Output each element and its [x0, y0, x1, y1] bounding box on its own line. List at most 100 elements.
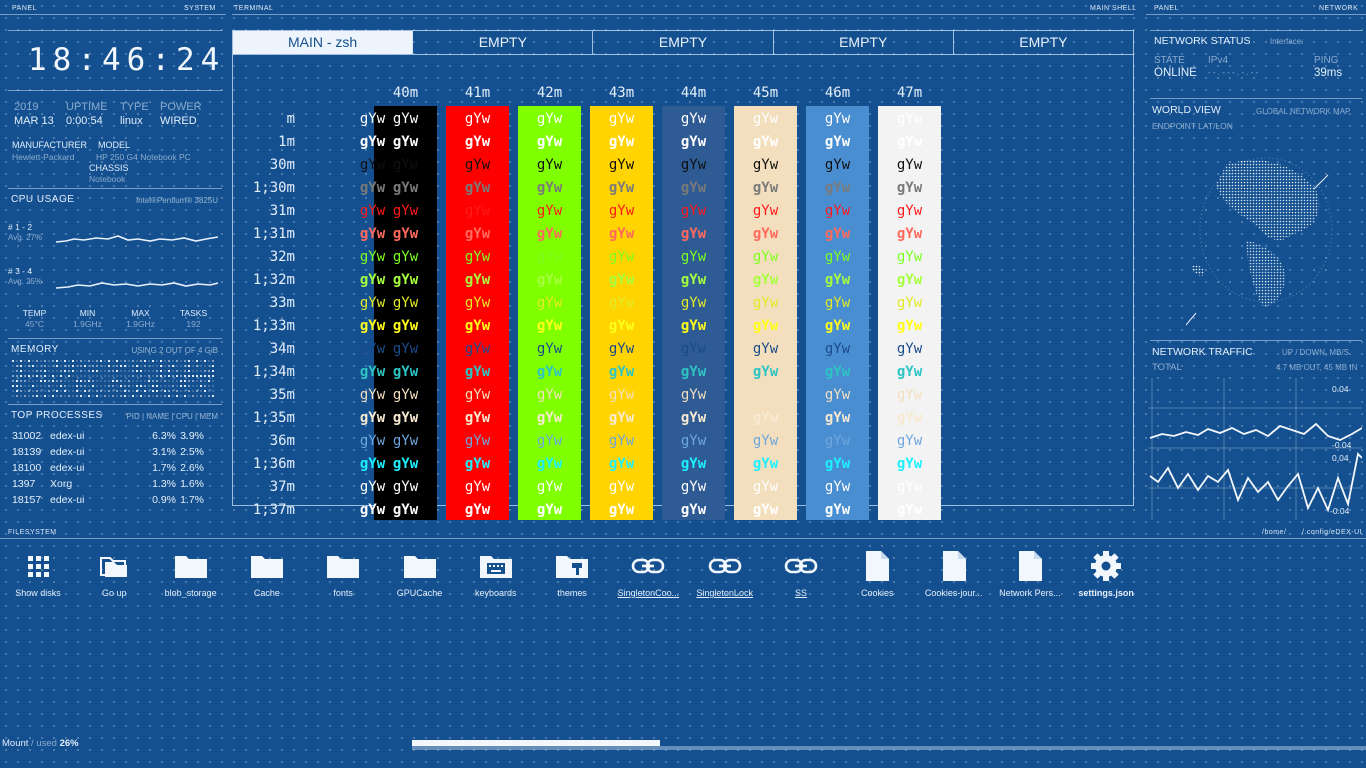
max-value: 1.9GHz [126, 319, 155, 329]
cpu-title: CPU USAGE [11, 194, 75, 205]
type-label: TYPE [120, 101, 149, 113]
fs-item-go-up[interactable]: Go up [76, 550, 152, 598]
row-label: 1;36m [252, 456, 295, 472]
process-row[interactable]: 18100 edex-ui 1.7% 2.6% [12, 462, 204, 474]
color-sample: gYw [896, 111, 923, 127]
fs-item-label: keyboards [475, 588, 517, 598]
row-label: 35m [269, 387, 295, 403]
color-sample: gYw [824, 502, 851, 518]
file-icon [992, 550, 1068, 582]
process-row[interactable]: 1397 Xorg 1.3% 1.6% [12, 478, 204, 490]
terminal-output[interactable]: 40m 41m 42m 43m 44m 45m 46m 47m m gYw gYw gYw gYw gYw… [233, 57, 1133, 520]
row-label: 37m [269, 479, 295, 495]
color-sample: gYw [536, 433, 563, 449]
fs-item-label: Go up [102, 588, 127, 598]
color-sample: gYw [359, 203, 386, 219]
fs-item-show-disks[interactable]: Show disks [0, 550, 76, 598]
tab-empty-1[interactable]: EMPTY [413, 31, 594, 54]
color-sample: gYw [752, 203, 779, 219]
color-sample: gYw [752, 479, 779, 495]
color-sample: gYw [464, 134, 491, 150]
color-sample: gYw [824, 318, 851, 334]
terminal-label: TERMINAL [234, 5, 274, 12]
color-sample: gYw [680, 341, 707, 357]
color-sample: gYw [464, 387, 491, 403]
tab-empty-3[interactable]: EMPTY [774, 31, 954, 54]
color-sample: gYw [536, 180, 563, 196]
tab-main-zsh[interactable]: MAIN - zsh [233, 31, 414, 54]
tick-top: 0.04 [1332, 384, 1349, 394]
fs-item-label: SingletonCoo... [617, 588, 680, 598]
color-sample: gYw [680, 272, 707, 288]
color-sample: gYw [536, 364, 563, 380]
fs-item-cookies-jour[interactable]: Cookies-jour... [916, 550, 992, 598]
fs-item-ss[interactable]: SS [763, 550, 839, 598]
fs-item-network-pers[interactable]: Network Pers... [992, 550, 1068, 598]
chassis-label: CHASSIS [89, 163, 129, 173]
color-sample: gYw [536, 272, 563, 288]
color-sample: gYw [752, 410, 779, 426]
color-sample: gYw [392, 502, 419, 518]
color-sample: gYw [824, 226, 851, 242]
fs-item-cookies[interactable]: Cookies [839, 550, 915, 598]
tasks-value: 192 [186, 319, 201, 329]
color-sample: gYw [608, 479, 635, 495]
fs-item-singletoncoo[interactable]: SingletonCoo... [610, 550, 686, 598]
color-sample: gYw [464, 318, 491, 334]
color-sample: gYw [752, 295, 779, 311]
fs-item-singletonlock[interactable]: SingletonLock [687, 550, 763, 598]
fs-item-blob-storage[interactable]: blob_storage [153, 550, 229, 598]
manufacturer: Hewlett-Packard [12, 152, 75, 162]
color-sample: gYw [536, 479, 563, 495]
fs-item-fonts[interactable]: fonts [305, 550, 381, 598]
fs-item-settings-json[interactable]: settings.json [1068, 550, 1144, 598]
color-sample: gYw [608, 272, 635, 288]
color-sample: gYw [464, 203, 491, 219]
system-info: 2019 UPTIME TYPE POWER MAR 13 0:00:54 li… [14, 100, 214, 128]
power: WIRED [160, 115, 197, 127]
process-row[interactable]: 18157 edex-ui 0.9% 1.7% [12, 494, 204, 506]
color-sample: gYw [824, 295, 851, 311]
color-sample: gYw [464, 226, 491, 242]
fs-item-gpucache[interactable]: GPUCache [382, 550, 458, 598]
color-sample: gYw [359, 341, 386, 357]
color-sample: gYw [464, 272, 491, 288]
folder-icon [382, 550, 458, 582]
process-row[interactable]: 31002 edex-ui 6.3% 3.9% [12, 430, 204, 442]
color-sample: gYw [752, 249, 779, 265]
color-sample: gYw [608, 410, 635, 426]
fs-item-label: Cookies [861, 588, 894, 598]
color-sample: gYw [752, 433, 779, 449]
color-sample: gYw [680, 387, 707, 403]
fs-item-cache[interactable]: Cache [229, 550, 305, 598]
color-sample: gYw [608, 203, 635, 219]
ping-value: 39ms [1314, 67, 1343, 79]
color-sample: gYw [536, 226, 563, 242]
fs-item-themes[interactable]: themes [534, 550, 610, 598]
color-sample: gYw [536, 134, 563, 150]
color-sample: gYw [359, 364, 386, 380]
column-header: 44m [680, 85, 707, 101]
main-shell-label: MAIN SHELL [1090, 5, 1137, 12]
color-sample: gYw [392, 180, 419, 196]
mount-status: Mount / used 26% [2, 738, 79, 749]
fs-item-label: themes [557, 588, 587, 598]
terminal-window[interactable]: MAIN - zsh EMPTY EMPTY EMPTY EMPTY 40m 41… [232, 30, 1134, 520]
row-label: 34m [269, 341, 295, 357]
color-sample: gYw [896, 364, 923, 380]
color-sample: gYw [680, 180, 707, 196]
min-value: 1.9GHz [73, 319, 102, 329]
themes-folder-icon [534, 550, 610, 582]
fs-item-keyboards[interactable]: keyboards [458, 550, 534, 598]
color-sample: gYw [464, 479, 491, 495]
tab-empty-4[interactable]: EMPTY [1019, 34, 1068, 50]
tab-empty-2[interactable]: EMPTY [593, 31, 774, 54]
column-header: 45m [752, 85, 779, 101]
color-sample: gYw [680, 157, 707, 173]
process-row[interactable]: 18139 edex-ui 3.1% 2.5% [12, 446, 204, 458]
color-sample: gYw [608, 341, 635, 357]
color-sample: gYw [752, 272, 779, 288]
bg-column [806, 106, 869, 520]
mount-percent: 26% [59, 738, 79, 749]
chassis: Notebook [89, 174, 126, 184]
